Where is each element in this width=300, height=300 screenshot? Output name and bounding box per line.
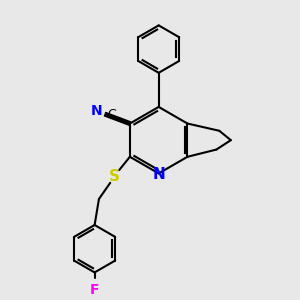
Text: C: C [107, 108, 116, 121]
Text: N: N [91, 104, 102, 118]
Text: N: N [152, 167, 165, 182]
Text: S: S [109, 169, 119, 184]
Text: F: F [90, 283, 99, 297]
